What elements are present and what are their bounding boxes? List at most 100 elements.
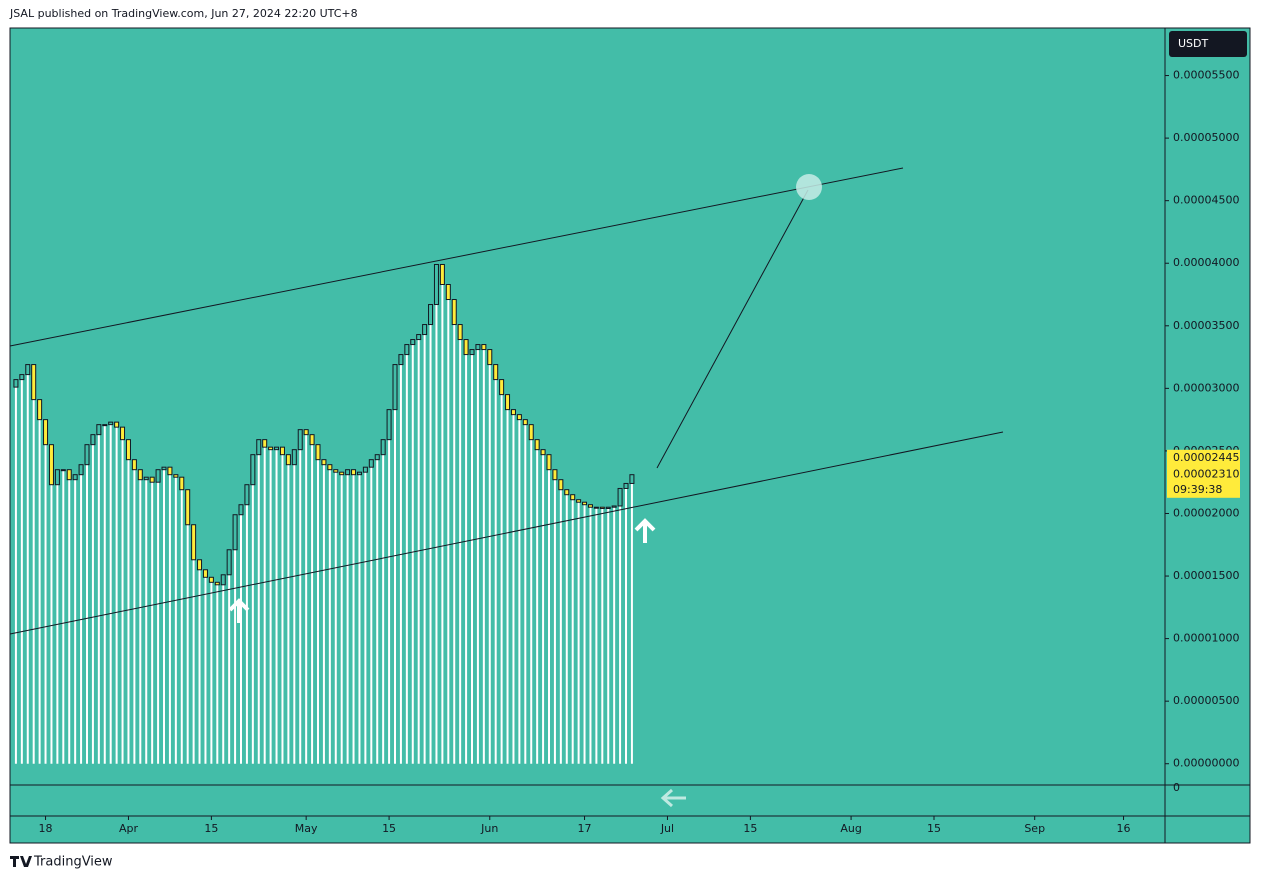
candle — [433, 263, 439, 306]
x-tick-label: 15 — [743, 822, 757, 835]
candle — [351, 469, 357, 476]
candle — [191, 524, 197, 561]
candle — [422, 324, 428, 336]
candle — [173, 474, 179, 478]
candle — [303, 429, 309, 436]
candle — [315, 444, 321, 461]
candle — [617, 487, 623, 507]
candle — [268, 446, 274, 451]
candle — [528, 424, 534, 441]
y-tick-label: 0.00001500 — [1173, 569, 1239, 582]
candle — [522, 419, 528, 426]
y-tick-label: 0.00002000 — [1173, 506, 1239, 519]
x-tick-label: Sep — [1024, 822, 1045, 835]
candle — [167, 466, 173, 476]
candle — [374, 454, 380, 461]
candle — [629, 474, 635, 484]
candle — [499, 379, 505, 396]
candle — [125, 439, 131, 461]
candle — [214, 581, 220, 586]
candle — [279, 446, 285, 456]
projection-line — [656, 189, 809, 469]
candle — [262, 439, 268, 448]
footer-logo — [10, 856, 32, 867]
candle — [90, 434, 96, 446]
y-tick-label: 0.00004000 — [1173, 256, 1239, 269]
candle — [451, 299, 457, 326]
candle — [392, 364, 398, 411]
candle — [416, 334, 422, 341]
candle — [457, 324, 463, 341]
candle — [297, 429, 303, 451]
candle — [48, 444, 54, 486]
candle — [439, 263, 445, 286]
x-tick-label: 17 — [578, 822, 592, 835]
candle — [487, 349, 493, 366]
candle — [623, 482, 629, 489]
candle — [404, 344, 410, 356]
candle — [309, 434, 315, 446]
x-tick-label: 15 — [204, 822, 218, 835]
candle — [13, 379, 19, 388]
header-text: JSAL published on TradingView.com, Jun 2… — [9, 7, 358, 20]
candle — [587, 504, 593, 508]
y-tick-label: 0.00000000 — [1173, 757, 1239, 770]
countdown: 09:39:38 — [1173, 483, 1222, 496]
candle — [611, 505, 617, 508]
candle — [380, 439, 386, 456]
candle — [238, 504, 244, 516]
candle — [327, 464, 333, 471]
candle — [285, 454, 291, 466]
x-tick-label: Jun — [480, 822, 498, 835]
y-tick-label: 0.00003500 — [1173, 319, 1239, 332]
price-label: 0.00002310 — [1173, 468, 1239, 481]
candle — [410, 339, 416, 346]
candle — [362, 466, 368, 473]
candle — [108, 421, 114, 426]
candle — [505, 394, 511, 411]
x-tick-label: 18 — [39, 822, 53, 835]
x-tick-label: 16 — [1117, 822, 1131, 835]
x-tick-label: Jul — [660, 822, 674, 835]
candle — [149, 476, 155, 483]
candle — [345, 469, 351, 476]
candle — [84, 444, 90, 466]
candle — [202, 569, 208, 578]
candle — [232, 514, 238, 551]
candle — [185, 489, 191, 526]
candle — [25, 364, 31, 376]
candle — [226, 549, 232, 576]
candle — [244, 484, 250, 506]
candle — [131, 459, 137, 471]
y-tick-label: 0.00005500 — [1173, 69, 1239, 82]
y-tick-label: 0.00000500 — [1173, 694, 1239, 707]
candle — [599, 506, 605, 509]
candle — [78, 464, 84, 476]
plot-area — [13, 263, 635, 764]
candle — [208, 576, 214, 583]
up-arrow — [634, 518, 656, 543]
candle — [96, 424, 102, 436]
price-label: 0.00002445 — [1173, 451, 1239, 464]
candle — [250, 454, 256, 486]
candle — [552, 469, 558, 481]
y-tick-label: 0.00005000 — [1173, 131, 1239, 144]
candle — [386, 409, 392, 441]
candle — [220, 574, 226, 586]
indicator-tick-label: 0 — [1173, 781, 1180, 794]
candle — [60, 469, 66, 472]
x-tick-label: 15 — [927, 822, 941, 835]
candle — [368, 459, 374, 468]
candle — [43, 419, 49, 446]
candle — [155, 469, 161, 483]
currency-label[interactable]: USDT — [1178, 37, 1209, 50]
candle — [274, 446, 280, 451]
candle — [546, 454, 552, 471]
candle — [475, 344, 481, 351]
candle — [333, 469, 339, 473]
candle — [540, 449, 546, 456]
candle — [356, 471, 362, 476]
currency-button[interactable] — [1169, 31, 1247, 57]
footer-text: TradingView — [33, 855, 113, 870]
